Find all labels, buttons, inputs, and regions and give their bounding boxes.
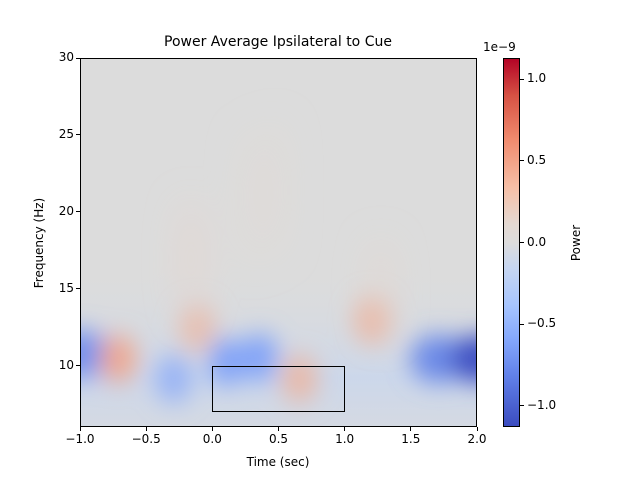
colorbar-tick-label: −1.0: [527, 397, 557, 412]
colorbar-tick-mark: [520, 242, 524, 243]
x-tick-mark: [278, 427, 279, 431]
heatmap-blob: [410, 334, 467, 383]
heatmap-plot-area: [80, 58, 477, 427]
roi-rectangle: [212, 366, 345, 412]
chart-title: Power Average Ipsilateral to Cue: [164, 34, 392, 50]
x-tick-label: 1.5: [401, 432, 421, 446]
colorbar-label: Power: [569, 224, 583, 262]
colorbar-tick-label: −0.5: [527, 316, 557, 331]
y-tick-label: 30: [58, 50, 74, 64]
colorbar-tick-label: 1.0: [527, 71, 547, 86]
heatmap-canvas: [81, 59, 476, 426]
x-tick-mark: [476, 427, 478, 431]
heatmap-blob: [100, 334, 137, 383]
x-tick-mark: [79, 427, 81, 431]
x-tick-mark: [211, 427, 213, 431]
heatmap-blob: [241, 333, 278, 382]
y-tick-mark: [76, 57, 80, 59]
x-tick-label: 0.0: [202, 432, 222, 446]
x-tick-mark: [344, 427, 346, 431]
x-tick-label: 1.0: [335, 432, 355, 446]
y-tick-mark: [76, 134, 80, 136]
heatmap-blob: [208, 337, 245, 386]
colorbar-tick-label: 0.0: [527, 234, 547, 249]
y-tick-mark: [76, 288, 80, 290]
colorbar-tick-label: 0.5: [527, 152, 547, 167]
y-tick-label: 15: [58, 280, 74, 295]
y-tick-label: 25: [58, 126, 74, 141]
x-tick-label: 0.5: [268, 432, 289, 446]
heatmap-blob: [450, 334, 476, 383]
x-tick-mark: [145, 427, 147, 431]
x-tick-label: 2.0: [467, 432, 487, 446]
x-tick-label: −1.0: [65, 432, 95, 446]
colorbar-tick-mark: [520, 78, 524, 80]
y-tick-label: 20: [58, 203, 74, 218]
y-tick-label: 10: [58, 357, 74, 372]
colorbar-tick-mark: [520, 405, 524, 407]
heatmap-blob: [155, 354, 192, 403]
y-axis-label: Frequency (Hz): [32, 197, 46, 289]
y-tick-mark: [76, 211, 80, 213]
x-tick-mark: [410, 427, 412, 431]
x-axis-label: Time (sec): [246, 455, 310, 469]
colorbar-tick-mark: [520, 160, 524, 162]
x-tick-label: −0.5: [131, 432, 161, 446]
colorbar-tick-mark: [520, 323, 524, 325]
heatmap-blob: [179, 304, 216, 353]
colorbar: [503, 58, 520, 427]
colorbar-offset-text: 1e−9: [483, 40, 516, 54]
y-tick-mark: [76, 365, 80, 366]
